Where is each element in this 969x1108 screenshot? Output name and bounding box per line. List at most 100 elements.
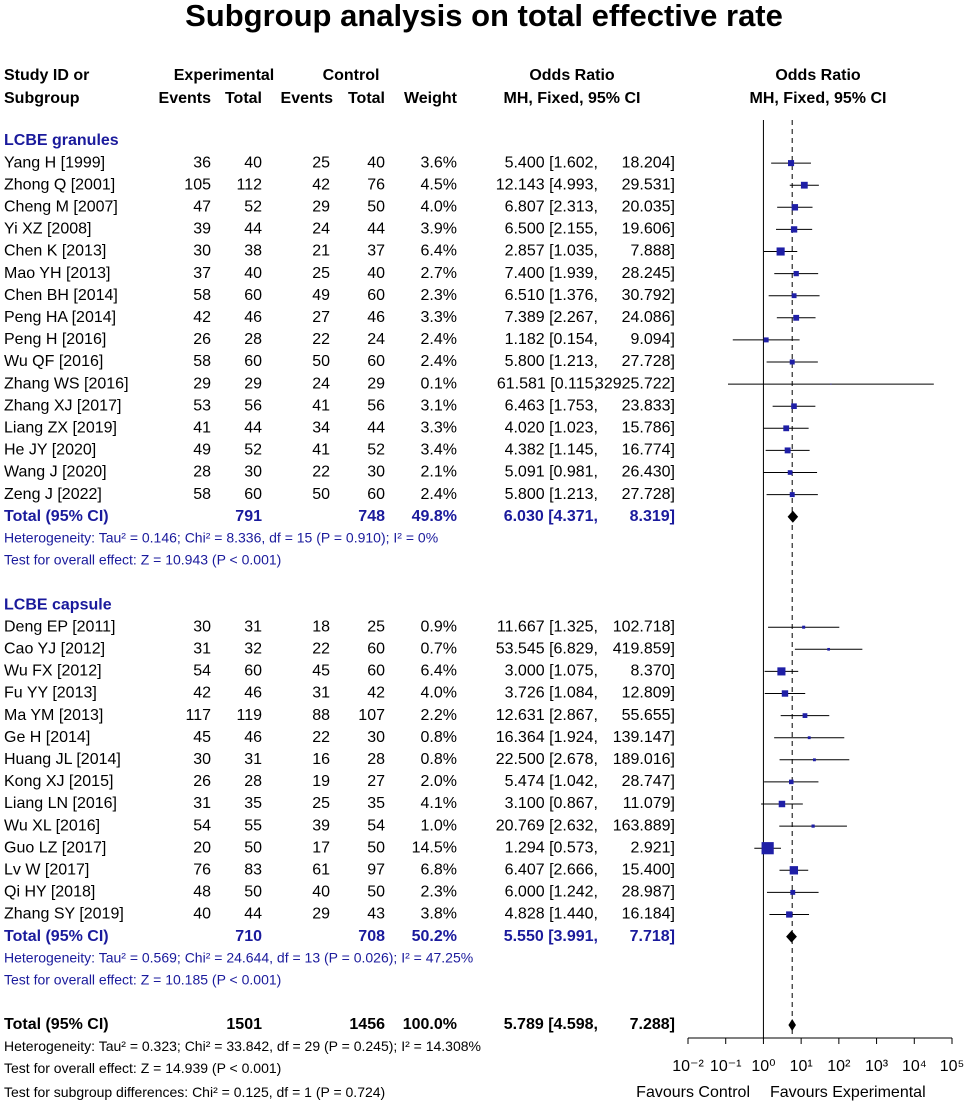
cell: 60 [367, 663, 385, 680]
study-label: Liang LN [2016] [4, 795, 117, 812]
cell: 15.786] [622, 420, 675, 437]
cell: 5.550 [3.991, [504, 928, 598, 945]
study-label: Chen K [2013] [4, 243, 106, 260]
cell: 2.4% [421, 486, 457, 503]
cell: 46 [244, 729, 262, 746]
cell: 58 [193, 353, 211, 370]
summary-diamond [787, 510, 799, 523]
cell: 5.800 [1.213, [505, 486, 598, 503]
cell: 17 [312, 839, 330, 856]
cell: 56 [244, 397, 262, 414]
cell: 54 [193, 663, 211, 680]
cell: 55.655] [622, 707, 675, 724]
cell: 6.4% [421, 663, 457, 680]
cell: 28 [193, 464, 211, 481]
cell: 7.389 [2.267, [505, 309, 598, 326]
study-label: Zhang SY [2019] [4, 906, 124, 923]
cell: 43 [367, 906, 385, 923]
cell: 60 [244, 353, 262, 370]
cell: 50 [244, 839, 262, 856]
cell: 44 [244, 906, 262, 923]
study-label: Zeng J [2022] [4, 486, 102, 503]
cell: 8.370] [631, 663, 675, 680]
study-label: Wu FX [2012] [4, 663, 102, 680]
cell: 22 [312, 729, 330, 746]
cell: 40 [193, 906, 211, 923]
study-square [777, 667, 786, 676]
cell: 28 [367, 751, 385, 768]
cell: 29 [312, 199, 330, 216]
cell: 7.400 [1.939, [505, 265, 598, 282]
subgroup-title: LCBE granules [4, 132, 119, 149]
cell: 25 [367, 618, 385, 635]
cell: 56 [367, 397, 385, 414]
cell: 29 [367, 375, 385, 392]
cell: 6.4% [421, 243, 457, 260]
cell: 39 [312, 817, 330, 834]
study-label: He JY [2020] [4, 442, 96, 459]
cell: 7.718] [630, 928, 675, 945]
cell: 29 [244, 375, 262, 392]
cell: 0.7% [421, 641, 457, 658]
cell: 4.0% [421, 199, 457, 216]
study-square [778, 800, 786, 808]
cell: 54 [367, 817, 385, 834]
study-square [827, 647, 830, 651]
study-square [802, 625, 806, 629]
study-square [789, 359, 795, 365]
cell: 0.9% [421, 618, 457, 635]
cell: 42 [193, 685, 211, 702]
cell: 1456 [349, 1016, 385, 1033]
cell: 16.184] [622, 906, 675, 923]
x-tick-label: 10⁻¹ [710, 1058, 742, 1075]
cell: 3.4% [421, 442, 457, 459]
cell: 53.545 [6.829, [496, 641, 598, 658]
cell: 5.091 [0.981, [505, 464, 598, 481]
cell: 35 [244, 795, 262, 812]
cell: 7.288] [630, 1016, 675, 1033]
cell: 20.035] [622, 199, 675, 216]
cell: 60 [367, 641, 385, 658]
study-square [812, 758, 816, 762]
x-tick-label: 10¹ [790, 1058, 813, 1075]
cell: 60 [244, 486, 262, 503]
cell: 3.000 [1.075, [505, 663, 598, 680]
cell: 27 [312, 309, 330, 326]
cell: 6.510 [1.376, [505, 287, 598, 304]
cell: 15.400] [622, 862, 675, 879]
study-label: Wang J [2020] [4, 464, 107, 481]
cell: 58 [193, 287, 211, 304]
cell: 8.319] [630, 508, 675, 525]
cell: 19.606] [622, 221, 675, 238]
study-square [793, 314, 800, 321]
note: Test for overall effect: Z = 14.939 (P <… [4, 1060, 281, 1076]
study-square [789, 866, 799, 875]
cell: 25 [312, 795, 330, 812]
study-square [811, 824, 815, 828]
study-square [791, 403, 797, 410]
study-label: Lv W [2017] [4, 862, 89, 879]
cell: 40 [312, 884, 330, 901]
cell: 34 [312, 420, 330, 437]
x-tick-label: 10³ [865, 1058, 889, 1075]
cell: 42 [367, 685, 385, 702]
cell: 40 [244, 265, 262, 282]
cell: 31 [244, 618, 262, 635]
cell: 38 [244, 243, 262, 260]
favours-label: Favours Control [636, 1084, 750, 1101]
study-label: Cheng M [2007] [4, 199, 118, 216]
cell: 3.6% [421, 154, 457, 171]
cell: 28 [244, 331, 262, 348]
cell: 1.0% [421, 817, 457, 834]
cell: 2.4% [421, 353, 457, 370]
study-label: Kong XJ [2015] [4, 773, 113, 790]
cell: 45 [312, 663, 330, 680]
cell: 18.204] [622, 154, 675, 171]
cell: 46 [367, 309, 385, 326]
cell: 20 [193, 839, 211, 856]
study-square [776, 247, 785, 256]
cell: 112 [236, 176, 262, 193]
note: Test for overall effect: Z = 10.943 (P <… [4, 552, 281, 568]
cell: 44 [367, 420, 385, 437]
